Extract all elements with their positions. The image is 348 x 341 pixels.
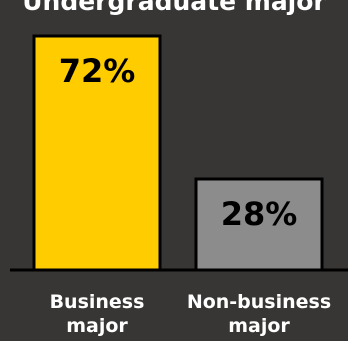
category-label-business: Business major	[49, 291, 145, 337]
bar-business	[32, 34, 162, 272]
category-label-non-business: Non-business major	[186, 291, 332, 337]
bar-non-business	[194, 177, 324, 272]
value-label-non-business: 28%	[221, 195, 298, 233]
value-label-business: 72%	[59, 52, 136, 90]
bars-group: 72% 28%	[32, 34, 324, 272]
chart-title: Undergraduate major	[22, 0, 326, 16]
